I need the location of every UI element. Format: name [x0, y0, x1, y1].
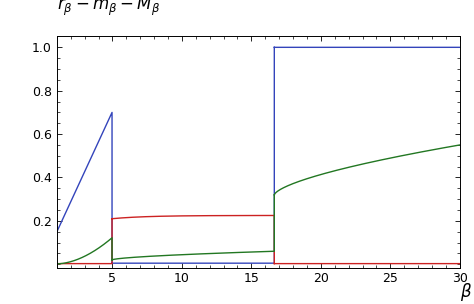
Text: $r_{\beta}-m_{\beta}-M_{\beta}$: $r_{\beta}-m_{\beta}-M_{\beta}$: [57, 0, 160, 18]
Text: $\beta$: $\beta$: [460, 282, 472, 303]
